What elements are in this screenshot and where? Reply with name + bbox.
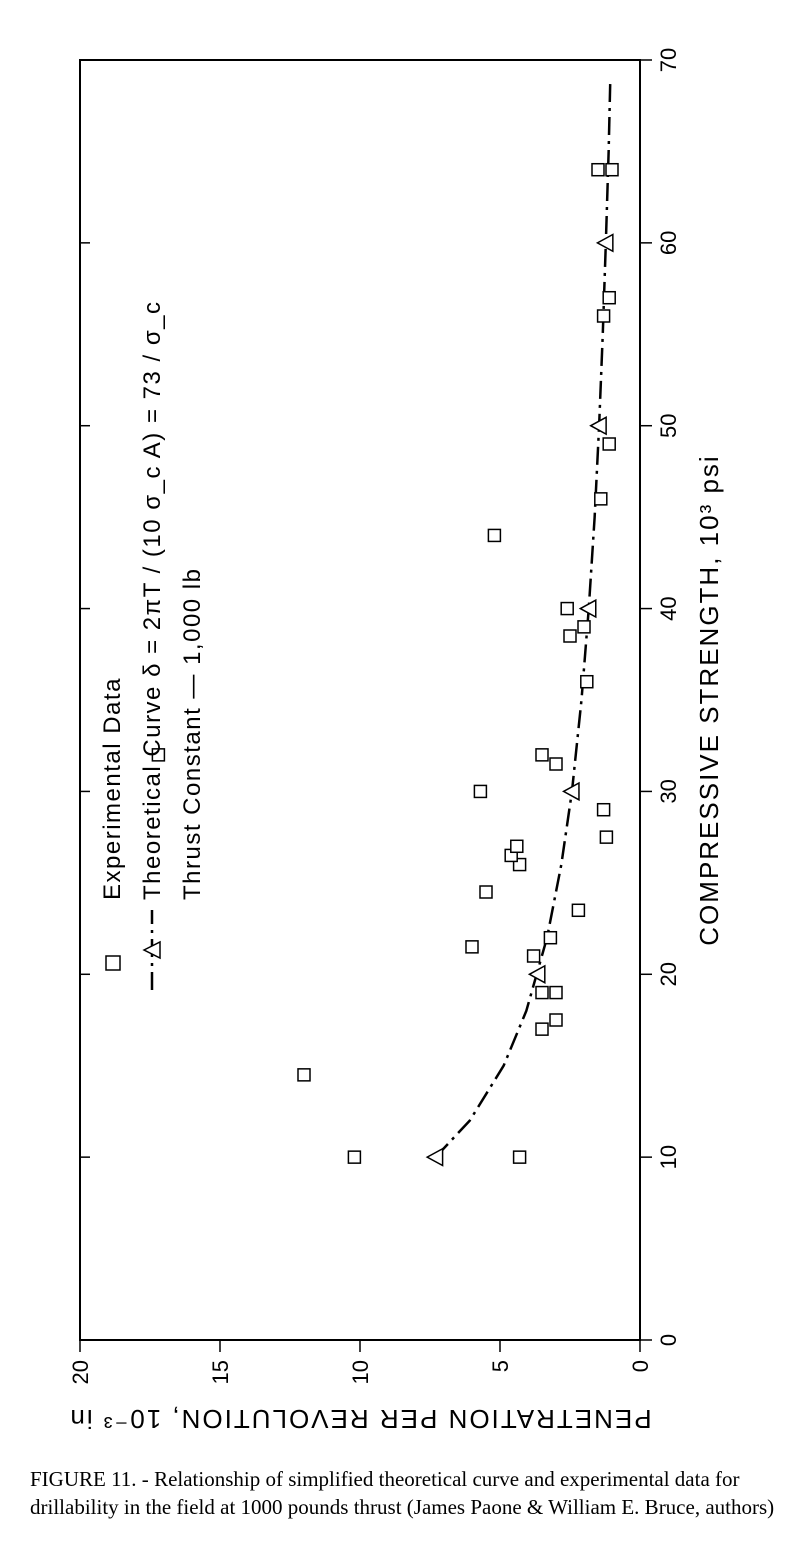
data-point-square <box>592 164 604 176</box>
y-tick-label: 5 <box>488 1360 513 1372</box>
data-point-square <box>550 987 562 999</box>
y-axis-ticks: 0 5 10 15 20 <box>68 1340 653 1384</box>
legend-square-icon <box>106 956 120 970</box>
x-axis-ticks: 0 10 20 30 40 50 60 70 <box>640 48 681 1346</box>
data-point-square <box>598 804 610 816</box>
data-point-square <box>488 529 500 541</box>
x-tick-label: 60 <box>656 231 681 255</box>
data-point-square <box>564 630 576 642</box>
x-tick-label: 20 <box>656 962 681 986</box>
data-point-square <box>606 164 618 176</box>
legend-item-1: Experimental Data <box>99 677 126 900</box>
data-point-square <box>528 950 540 962</box>
data-point-square <box>511 840 523 852</box>
data-point-triangle <box>564 783 579 800</box>
experimental-points <box>152 164 618 1163</box>
data-point-square <box>536 987 548 999</box>
data-point-square <box>561 603 573 615</box>
data-point-square <box>544 932 556 944</box>
data-point-square <box>595 493 607 505</box>
data-point-square <box>514 1151 526 1163</box>
data-point-triangle <box>427 1149 442 1166</box>
x-tick-label: 70 <box>656 48 681 72</box>
data-point-triangle <box>597 234 612 251</box>
y-tick-label: 10 <box>348 1360 373 1384</box>
data-point-square <box>474 785 486 797</box>
data-point-square <box>603 438 615 450</box>
data-point-square <box>536 749 548 761</box>
x-tick-label: 40 <box>656 596 681 620</box>
rotated-chart-container: 010203040506070 05101520 COMPRESSIVE STR… <box>0 380 800 1100</box>
data-point-square <box>572 904 584 916</box>
data-point-square <box>603 292 615 304</box>
chart-plot: 0 10 20 30 40 50 60 70 0 5 10 15 20 COMPRESSIVE STR… <box>40 20 760 1460</box>
chart-svg: 0 10 20 30 40 50 60 70 0 5 10 15 20 COMPRESSIVE STR… <box>40 20 760 1460</box>
data-point-square <box>466 941 478 953</box>
data-point-square <box>480 886 492 898</box>
x-tick-label: 10 <box>656 1145 681 1169</box>
y-tick-label: 0 <box>628 1360 653 1372</box>
data-point-square <box>600 831 612 843</box>
legend: Experimental Data Theoretical Curve δ = … <box>99 301 206 991</box>
y-tick-label: 20 <box>68 1360 93 1384</box>
page: 0 10 20 30 40 50 60 70 0 5 10 15 20 COMPRESSIVE STR… <box>0 0 800 1566</box>
x-tick-label: 50 <box>656 413 681 437</box>
caption-prefix: FIGURE 11. - <box>30 1467 154 1491</box>
legend-item-3: Thrust Constant — 1,000 lb <box>179 568 206 900</box>
legend-item-2: Theoretical Curve δ = 2πT / (10 σ_c A) =… <box>139 301 166 901</box>
data-point-square <box>550 1014 562 1026</box>
x-axis-top-ticks <box>80 60 90 1340</box>
data-point-square <box>536 1023 548 1035</box>
data-point-square <box>581 676 593 688</box>
figure-caption: FIGURE 11. - Relationship of simplified … <box>30 1465 785 1522</box>
data-point-square <box>578 621 590 633</box>
data-point-square <box>298 1069 310 1081</box>
data-point-square <box>348 1151 360 1163</box>
x-tick-label: 30 <box>656 779 681 803</box>
theoretical-curve <box>436 78 611 1157</box>
y-tick-label: 15 <box>208 1360 233 1384</box>
x-tick-label: 0 <box>656 1334 681 1346</box>
data-point-square <box>550 758 562 770</box>
data-point-square <box>598 310 610 322</box>
y-axis-title: PENETRATION PER REVOLUTION, 10⁻³ in <box>68 1404 651 1434</box>
data-point-triangle <box>529 966 544 983</box>
x-axis-title: COMPRESSIVE STRENGTH, 10³ psi <box>694 454 724 945</box>
